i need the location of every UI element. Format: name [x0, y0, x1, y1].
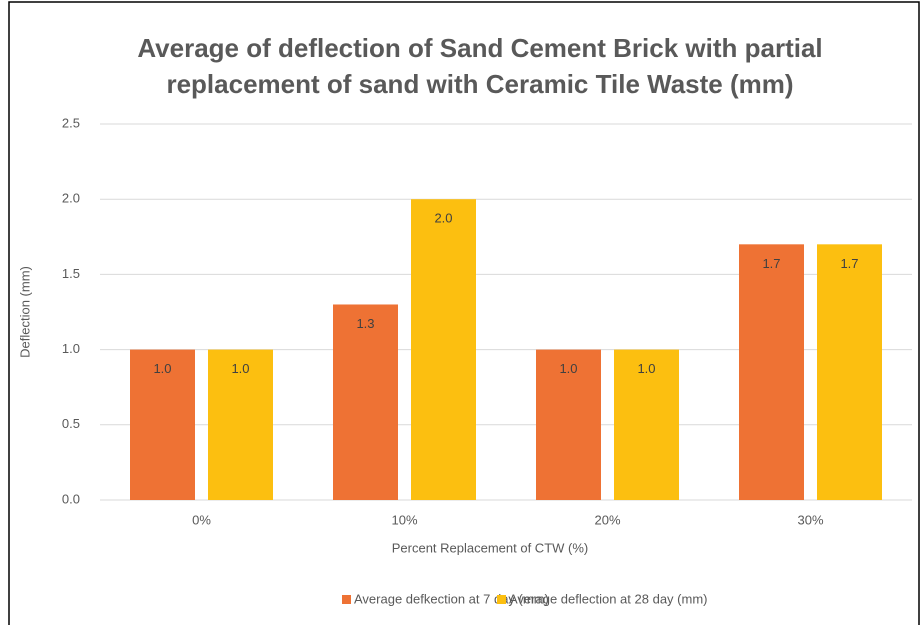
- bar: [817, 244, 882, 500]
- y-tick-label: 0.5: [62, 416, 80, 431]
- legend-swatch: [342, 595, 351, 604]
- value-label: 2.0: [434, 211, 452, 226]
- bar: [536, 349, 601, 500]
- x-tick-label: 20%: [594, 512, 620, 527]
- x-tick-label: 30%: [797, 512, 823, 527]
- x-tick-label: 10%: [391, 512, 417, 527]
- value-label: 1.0: [153, 361, 171, 376]
- value-label: 1.0: [637, 361, 655, 376]
- value-label: 1.3: [356, 316, 374, 331]
- legend-label: Average deflection at 28 day (mm): [509, 591, 707, 606]
- x-axis-label: Percent Replacement of CTW (%): [392, 540, 589, 555]
- bar: [130, 349, 195, 500]
- bar: [208, 349, 273, 500]
- y-tick-label: 1.0: [62, 341, 80, 356]
- bar: [411, 199, 476, 500]
- frame: [8, 1, 920, 625]
- y-tick-label: 2.0: [62, 191, 80, 206]
- value-label: 1.7: [762, 256, 780, 271]
- bar: [333, 304, 398, 500]
- chart-title: Average of deflection of Sand Cement Bri…: [137, 33, 823, 99]
- y-tick-label: 0.0: [62, 491, 80, 506]
- value-label: 1.0: [559, 361, 577, 376]
- value-label: 1.7: [840, 256, 858, 271]
- legend-swatch: [497, 595, 506, 604]
- bar: [614, 349, 679, 500]
- x-tick-label: 0%: [192, 512, 211, 527]
- value-label: 1.0: [231, 361, 249, 376]
- y-tick-label: 1.5: [62, 266, 80, 281]
- y-axis-label: Deflection (mm): [17, 266, 32, 358]
- bar: [739, 244, 804, 500]
- y-tick-label: 2.5: [62, 115, 80, 130]
